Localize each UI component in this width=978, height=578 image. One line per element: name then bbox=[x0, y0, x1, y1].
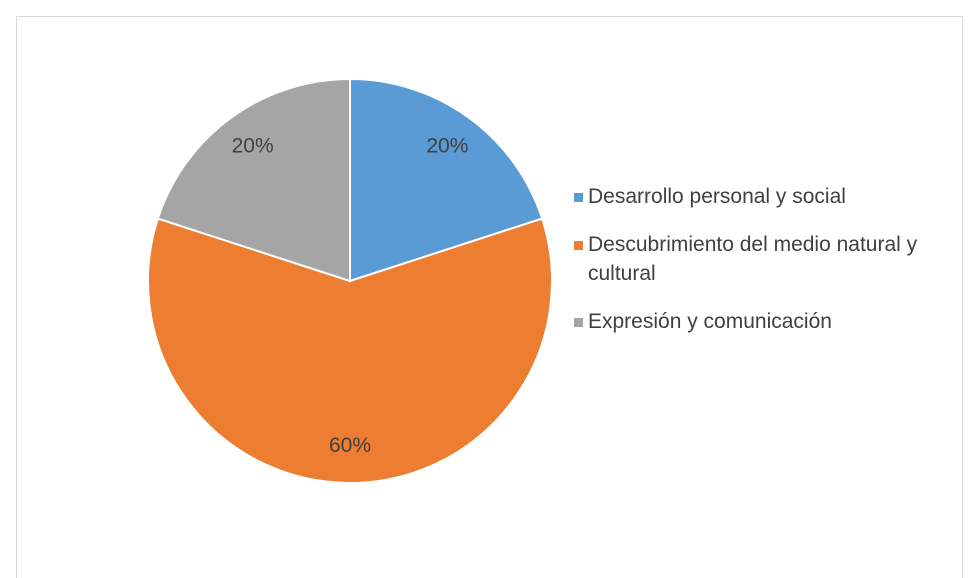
data-label: 20% bbox=[232, 135, 274, 158]
legend-label: Descubrimiento del medio natural y cultu… bbox=[588, 233, 918, 285]
pie-slice bbox=[349, 77, 544, 283]
chart-frame bbox=[16, 16, 963, 578]
legend-label: Expresión y comunicación bbox=[588, 310, 832, 333]
data-label: 60% bbox=[329, 434, 371, 457]
legend-item: Expresión y comunicación bbox=[574, 307, 954, 336]
legend-swatch bbox=[574, 241, 583, 250]
pie-slice bbox=[147, 217, 553, 484]
legend-label: Desarrollo personal y social bbox=[588, 185, 846, 208]
pie-slice bbox=[156, 77, 351, 283]
legend-swatch bbox=[574, 318, 583, 327]
legend-item: Descubrimiento del medio natural y cultu… bbox=[574, 230, 954, 288]
legend-swatch bbox=[574, 193, 583, 202]
legend-item: Desarrollo personal y social bbox=[574, 182, 954, 211]
data-label: 20% bbox=[426, 135, 468, 158]
legend: Desarrollo personal y social Descubrimien… bbox=[574, 182, 954, 355]
